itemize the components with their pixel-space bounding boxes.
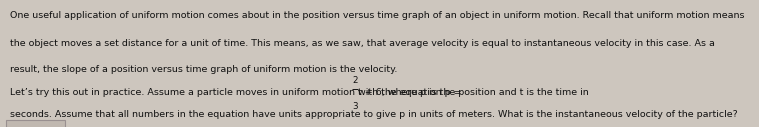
Text: the object moves a set distance for a unit of time. This means, as we saw, that : the object moves a set distance for a un… <box>10 39 715 48</box>
Text: seconds. Assume that all numbers in the equation have units appropriate to give : seconds. Assume that all numbers in the … <box>10 110 738 118</box>
Text: 2: 2 <box>352 76 357 85</box>
Text: Let’s try this out in practice. Assume a particle moves in uniform motion with t: Let’s try this out in practice. Assume a… <box>10 88 465 97</box>
Text: One useful application of uniform motion comes about in the position versus time: One useful application of uniform motion… <box>10 11 745 20</box>
Text: 3: 3 <box>352 102 358 111</box>
FancyBboxPatch shape <box>6 120 65 127</box>
Text: result, the slope of a position versus time graph of uniform motion is the veloc: result, the slope of a position versus t… <box>10 65 397 74</box>
Text: t + 6, where p is the position and t is the time in: t + 6, where p is the position and t is … <box>358 88 589 97</box>
